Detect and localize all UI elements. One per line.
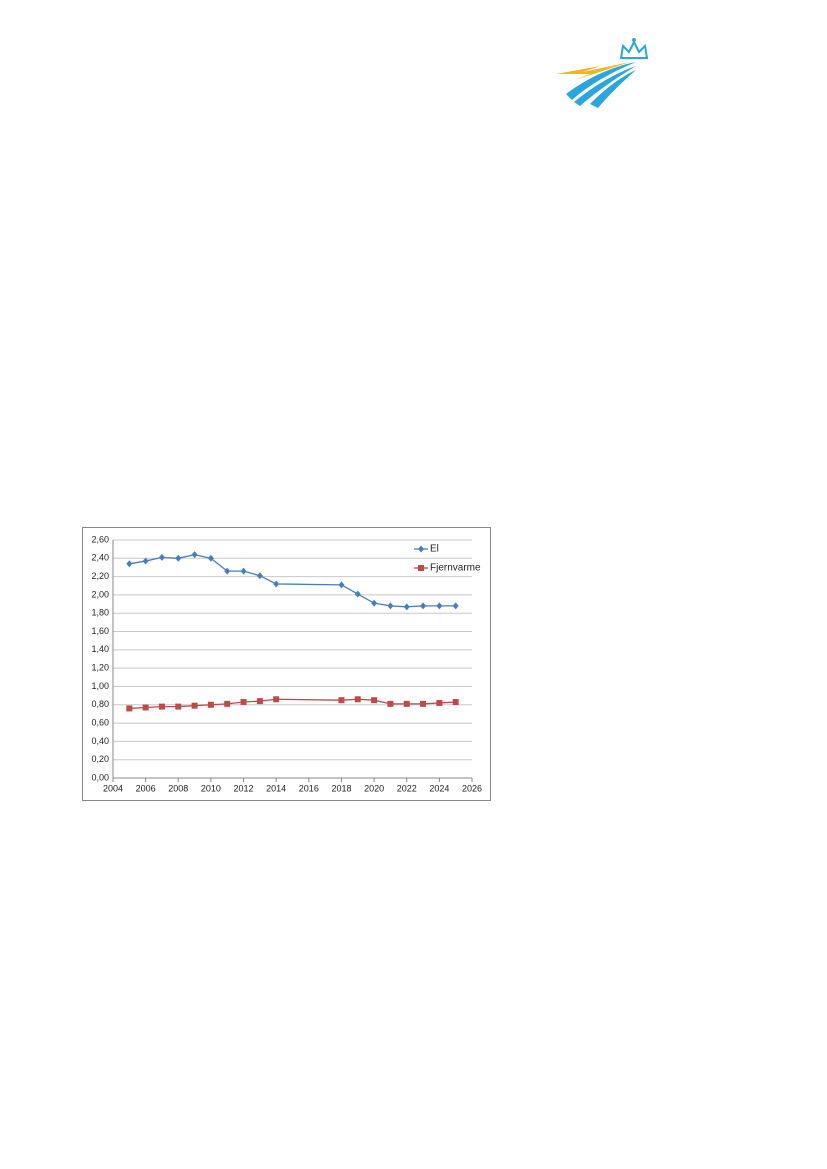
data-point <box>175 703 182 710</box>
data-point <box>338 581 345 589</box>
x-tick-label: 2010 <box>201 783 221 793</box>
logo-stripe <box>566 62 636 100</box>
x-tick-label: 2008 <box>168 783 188 793</box>
y-tick-label: 0,20 <box>91 754 109 764</box>
data-point <box>191 551 198 559</box>
data-point <box>207 701 214 708</box>
x-tick-label: 2014 <box>266 783 286 793</box>
data-point <box>436 699 443 706</box>
x-tick-label: 2012 <box>234 783 254 793</box>
data-point <box>387 700 394 707</box>
data-point <box>371 599 378 607</box>
data-point <box>240 567 247 575</box>
x-tick-label: 2018 <box>331 783 351 793</box>
chart-frame <box>82 527 491 801</box>
y-tick-label: 1,20 <box>91 663 109 673</box>
x-tick-label: 2026 <box>462 783 482 793</box>
data-point <box>158 703 165 710</box>
data-point <box>256 572 263 580</box>
legend-marker <box>418 565 424 571</box>
logo-crown <box>619 39 649 59</box>
data-point <box>142 557 149 565</box>
data-point <box>452 699 459 706</box>
y-tick-label: 0,80 <box>91 699 109 709</box>
data-point <box>207 554 214 562</box>
data-point <box>273 696 280 703</box>
x-tick-label: 2006 <box>136 783 156 793</box>
x-tick-label: 2004 <box>103 783 123 793</box>
data-point <box>158 553 165 561</box>
y-tick-label: 2,00 <box>91 589 109 599</box>
data-point <box>420 700 427 707</box>
data-point <box>354 590 361 598</box>
data-point <box>420 602 427 610</box>
y-tick-label: 1,00 <box>91 681 109 691</box>
data-point <box>338 697 345 704</box>
legend-label: Fjernvarme <box>430 563 481 574</box>
y-tick-label: 1,40 <box>91 644 109 654</box>
chart: 0,00 0,20 0,40 0,60 0,80 1,00 1,20 1,40 1,60 1,80… <box>91 534 482 793</box>
data-point <box>256 698 263 705</box>
logo-bolt <box>556 62 630 80</box>
logo-stripe <box>590 70 636 108</box>
y-tick-label: 2,40 <box>91 553 109 563</box>
legend-label: El <box>430 544 439 555</box>
x-tick-label: 2024 <box>429 783 449 793</box>
y-tick-label: 1,60 <box>91 626 109 636</box>
data-point <box>126 705 133 712</box>
x-tick-label: 2016 <box>299 783 319 793</box>
data-point <box>436 602 443 610</box>
data-point <box>273 580 280 588</box>
data-point <box>142 704 149 711</box>
data-point <box>224 567 231 575</box>
data-point <box>191 702 198 709</box>
data-point <box>452 602 459 610</box>
y-tick-label: 0,00 <box>91 772 109 782</box>
data-point <box>224 700 231 707</box>
y-tick-label: 1,80 <box>91 608 109 618</box>
x-tick-label: 2020 <box>364 783 384 793</box>
logo-crown-jewel <box>632 38 636 42</box>
data-point <box>175 554 182 562</box>
legend-marker <box>418 545 424 553</box>
data-point <box>387 602 394 610</box>
y-tick-label: 0,60 <box>91 717 109 727</box>
y-tick-label: 2,60 <box>91 534 109 544</box>
y-tick-label: 0,40 <box>91 736 109 746</box>
y-tick-label: 2,20 <box>91 571 109 581</box>
data-point <box>354 696 361 703</box>
logo-stripe <box>574 66 636 106</box>
data-point <box>240 699 247 706</box>
data-point <box>403 700 410 707</box>
data-point <box>126 560 133 568</box>
data-point <box>371 697 378 704</box>
logo <box>556 38 649 108</box>
data-point <box>403 603 410 611</box>
x-tick-label: 2022 <box>397 783 417 793</box>
